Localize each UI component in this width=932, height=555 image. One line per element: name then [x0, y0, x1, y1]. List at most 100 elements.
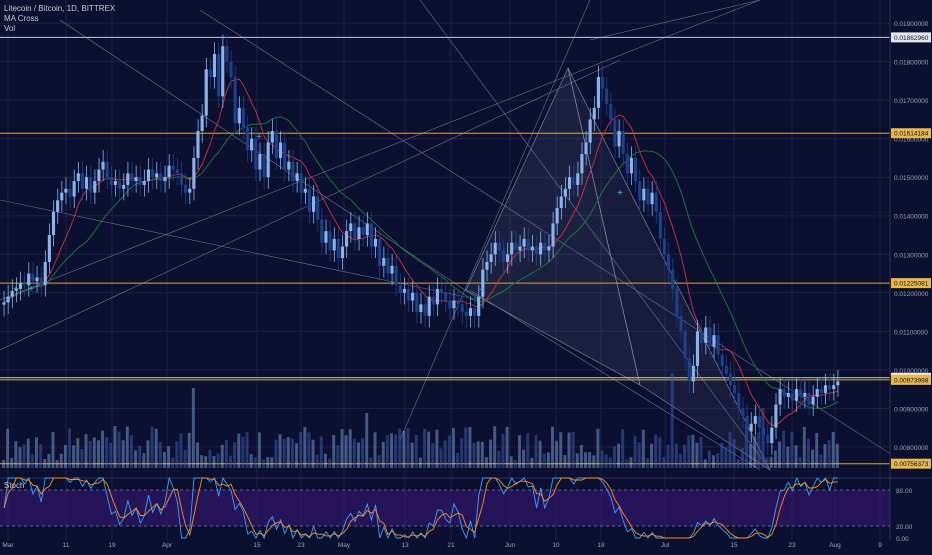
candle-body	[51, 211, 56, 235]
candle-body	[774, 404, 778, 428]
x-tick-label: Jun	[505, 542, 516, 549]
volume-bar	[476, 441, 480, 468]
volume-bar	[451, 427, 455, 468]
volume-bar	[687, 435, 691, 468]
candle-body	[473, 308, 477, 316]
volume-bar	[542, 453, 546, 468]
volume-bar	[88, 441, 92, 468]
candle-body	[233, 77, 237, 124]
candle-body	[815, 389, 819, 397]
volume-bar	[588, 452, 592, 468]
candle-body	[448, 300, 452, 309]
stoch-label[interactable]: Stoch	[4, 481, 25, 490]
candle-body	[605, 88, 609, 105]
y-tick-label: 0.01400000	[894, 214, 929, 221]
candle-body	[617, 130, 621, 147]
volume-bar	[662, 456, 666, 468]
candle-body	[312, 196, 316, 212]
candle-body	[258, 154, 262, 170]
candle-body	[39, 277, 43, 286]
candle-body	[179, 173, 184, 185]
candle-body	[270, 130, 274, 143]
candle-body	[567, 177, 572, 189]
volume-bar	[51, 432, 55, 468]
volume-bar	[823, 444, 827, 468]
volume-bar	[472, 442, 476, 468]
volume-bar	[167, 446, 171, 468]
price-label-box	[891, 278, 931, 289]
candle-body	[741, 408, 745, 417]
trend-line	[0, 0, 761, 301]
volume-bar	[534, 435, 538, 468]
volume-bar	[509, 456, 513, 468]
volume-bar	[249, 454, 253, 468]
y-tick-label: 0.01100000	[894, 329, 928, 336]
volume-bar	[63, 444, 67, 468]
symbol-title[interactable]: Litecoin / Bitcoin, 1D, BITTREX	[4, 4, 116, 13]
candle-body	[56, 200, 60, 212]
indicator-ma-cross[interactable]: MA Cross	[4, 14, 39, 23]
volume-bar	[175, 441, 179, 468]
candle-body	[146, 169, 151, 182]
volume-bar	[761, 408, 765, 468]
volume-bar	[728, 432, 732, 468]
candle-body	[547, 246, 551, 251]
volume-bar	[290, 438, 294, 468]
volume-bar	[365, 413, 369, 468]
candle-body	[419, 304, 423, 313]
volume-bar	[546, 452, 550, 468]
candle-body	[117, 181, 122, 189]
trend-line	[199, 9, 901, 461]
candle-body	[184, 184, 188, 193]
candle-body	[427, 296, 431, 316]
ma-cross-marker: +	[13, 284, 19, 295]
candle-body	[68, 188, 72, 197]
price-label-box	[891, 458, 931, 469]
candle-body	[444, 292, 448, 301]
volume-bar	[765, 457, 769, 468]
volume-bar	[782, 430, 786, 468]
volume-bar	[493, 426, 497, 468]
price-axis-bg	[890, 0, 932, 550]
volume-bar	[794, 445, 798, 468]
volume-bar	[26, 438, 30, 468]
candle-body	[229, 61, 233, 78]
candle-body	[101, 161, 105, 170]
candle-body	[340, 246, 345, 259]
candle-body	[336, 238, 340, 259]
candle-body	[295, 173, 299, 182]
candle-body	[493, 242, 497, 255]
x-tick-label: 23	[297, 542, 305, 549]
volume-bar	[769, 456, 773, 468]
candle-body	[423, 304, 427, 316]
volume-bar	[447, 435, 451, 468]
candle-body	[402, 288, 406, 293]
candle-body	[6, 296, 10, 303]
candle-body	[217, 53, 221, 97]
volume-bar	[129, 435, 133, 468]
volume-bar	[596, 428, 600, 468]
stoch-d-line	[3, 477, 838, 539]
volume-bar	[575, 453, 579, 468]
candle-body	[64, 188, 68, 193]
candle-body	[704, 327, 708, 343]
candle-body	[646, 188, 650, 205]
volume-bar	[720, 442, 724, 468]
volume-bar	[753, 436, 757, 468]
candle-body	[588, 119, 592, 143]
indicator-vol[interactable]: Vol	[4, 24, 16, 33]
candle-body	[307, 188, 312, 212]
volume-bar	[745, 426, 748, 468]
x-tick-label: 19	[108, 542, 116, 549]
price-label-text: 0.01225081	[894, 281, 929, 288]
candle-body	[60, 192, 64, 201]
candle-body	[671, 269, 675, 289]
candle-body	[365, 223, 369, 235]
volume-bar	[311, 439, 315, 468]
volume-bar	[162, 452, 166, 468]
candle-body	[361, 227, 365, 235]
candle-body	[720, 354, 724, 366]
candle-body	[27, 273, 31, 286]
